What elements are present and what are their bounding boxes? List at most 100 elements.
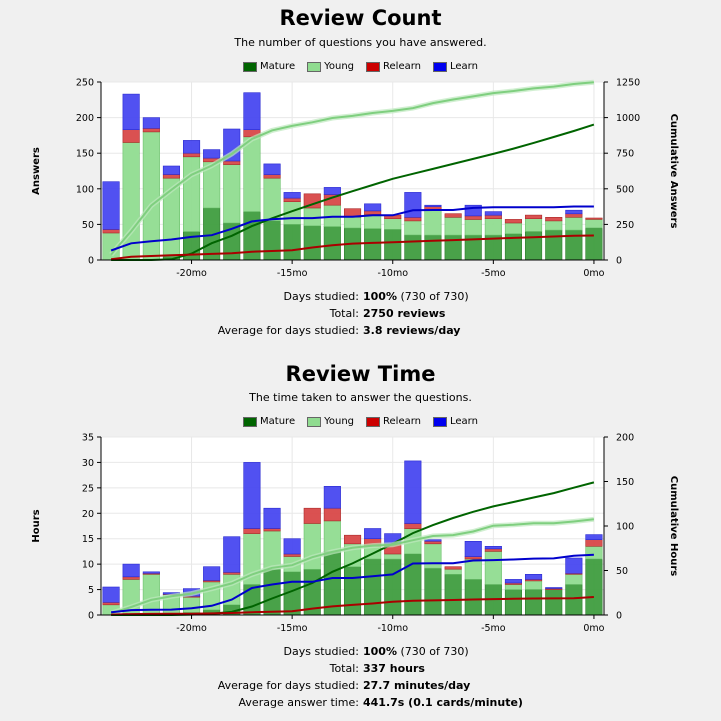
- legend-swatch-learn: [433, 416, 447, 427]
- stat-row: Average for days studied: 27.7 minutes/da…: [0, 679, 721, 696]
- bar-learn: [263, 507, 281, 529]
- y-tick-label: 200: [76, 113, 94, 124]
- review-count-chart: 0 50 100 150 200 250 0 250 500 750 1000 1250 -20mo -1…: [31, 78, 679, 280]
- bar-relearn: [504, 219, 523, 224]
- bar-relearn: [283, 553, 301, 557]
- bar-learn: [424, 539, 442, 542]
- y-tick-label: 25: [82, 483, 94, 494]
- x-tick-label: 0mo: [583, 268, 604, 279]
- stat-value: 441.7s (0.1 cards/minute): [363, 696, 523, 709]
- stat-row: Average for days studied: 3.8 reviews/day: [0, 324, 721, 341]
- bar-mature: [323, 226, 341, 261]
- bar-learn: [424, 204, 442, 207]
- bar-young: [424, 209, 442, 236]
- stat-label: Days studied:: [283, 290, 359, 303]
- legend-item-mature: Mature: [243, 61, 295, 72]
- bar-relearn: [524, 214, 543, 220]
- bar-mature: [585, 558, 603, 616]
- stat-label: Average answer time:: [238, 696, 359, 709]
- bar-mature: [384, 558, 402, 616]
- y2-tick-label: 150: [616, 477, 634, 488]
- y-tick-label: 5: [88, 585, 94, 596]
- stat-label: Total:: [329, 307, 359, 320]
- y-tick-label: 35: [82, 433, 94, 444]
- bar-learn: [404, 192, 422, 218]
- time-stats: Days studied: 100% (730 of 730) Total: 337 …: [0, 645, 721, 713]
- bar-learn: [364, 203, 382, 212]
- legend-label-young: Young: [324, 416, 355, 427]
- y2-tick-label: 1250: [616, 78, 640, 89]
- stat-value: 2750 reviews: [363, 307, 446, 320]
- bar-mature: [524, 589, 543, 616]
- bar-mature: [524, 231, 543, 261]
- y2-tick-label: 1000: [616, 113, 640, 124]
- bar-learn: [102, 586, 120, 603]
- y2-tick-label: 0: [616, 256, 622, 267]
- bar-young: [303, 523, 321, 570]
- legend-label-young: Young: [324, 61, 355, 72]
- y2-tick-label: 100: [616, 522, 634, 533]
- bar-relearn: [263, 174, 281, 179]
- stat-row: Days studied: 100% (730 of 730): [0, 290, 721, 307]
- bar-mature: [263, 220, 281, 261]
- count-stats: Days studied: 100% (730 of 730) Total: 2750…: [0, 290, 721, 341]
- bar-learn: [263, 163, 281, 175]
- legend-label-mature: Mature: [260, 416, 296, 427]
- bar-relearn: [585, 217, 603, 220]
- bar-young: [243, 136, 261, 212]
- bar-young: [384, 553, 402, 560]
- bar-learn: [283, 192, 301, 199]
- time-legend: Mature Young Relearn Learn: [0, 416, 721, 427]
- bar-learn: [323, 187, 341, 195]
- bar-learn: [283, 538, 301, 555]
- y-tick-label: 0: [88, 256, 94, 267]
- y-tick-label: 0: [88, 611, 94, 622]
- legend-label-relearn: Relearn: [383, 61, 421, 72]
- bar-relearn: [343, 534, 362, 545]
- x-tick-label: -5mo: [481, 623, 506, 634]
- bar-learn: [183, 140, 201, 154]
- bar-learn: [122, 93, 140, 130]
- legend-swatch-relearn: [366, 61, 381, 72]
- cumulative-line-learn: [110, 205, 594, 252]
- bar-young: [183, 156, 201, 232]
- bar-relearn: [404, 217, 422, 222]
- bar-mature: [384, 229, 402, 261]
- bar-young: [585, 546, 603, 560]
- bar-young: [263, 530, 281, 570]
- bar-mature: [545, 229, 563, 261]
- x-tick-label: -10mo: [377, 268, 408, 279]
- bar-mature: [343, 566, 362, 616]
- stat-label: Average for days studied:: [217, 679, 359, 692]
- legend-swatch-mature: [243, 61, 258, 72]
- bar-learn: [585, 534, 603, 540]
- cumulative-line-relearn: [111, 596, 594, 616]
- legend-swatch-relearn: [366, 416, 381, 427]
- count-title: Review Count: [279, 6, 442, 30]
- bar-mature: [404, 234, 422, 261]
- bar-relearn: [102, 602, 120, 606]
- legend-item-young: Young: [307, 416, 354, 427]
- bar-young: [263, 177, 281, 222]
- bar-relearn: [223, 160, 241, 165]
- bar-young: [504, 584, 523, 590]
- y-tick-label: 20: [82, 509, 94, 520]
- stat-value: 100% (730 of 730): [363, 290, 469, 303]
- stat-row: Average answer time: 441.7s (0.1 cards/mi…: [0, 696, 721, 713]
- bar-young: [323, 520, 341, 552]
- bar-young: [585, 219, 603, 229]
- bar-relearn: [484, 214, 502, 220]
- bar-relearn: [565, 213, 583, 218]
- x-tick-label: -15mo: [277, 268, 308, 279]
- legend-label-mature: Mature: [260, 61, 296, 72]
- y-tick-label: 30: [82, 458, 94, 469]
- bar-mature: [444, 574, 462, 616]
- bar-relearn: [263, 528, 281, 532]
- legend-item-relearn: Relearn: [366, 416, 421, 427]
- bar-relearn: [283, 197, 301, 202]
- stat-row: Total: 337 hours: [0, 662, 721, 679]
- bar-relearn: [444, 566, 462, 570]
- bar-learn: [162, 165, 180, 175]
- bar-young: [404, 220, 422, 236]
- cumulative-line-relearn: [110, 234, 594, 261]
